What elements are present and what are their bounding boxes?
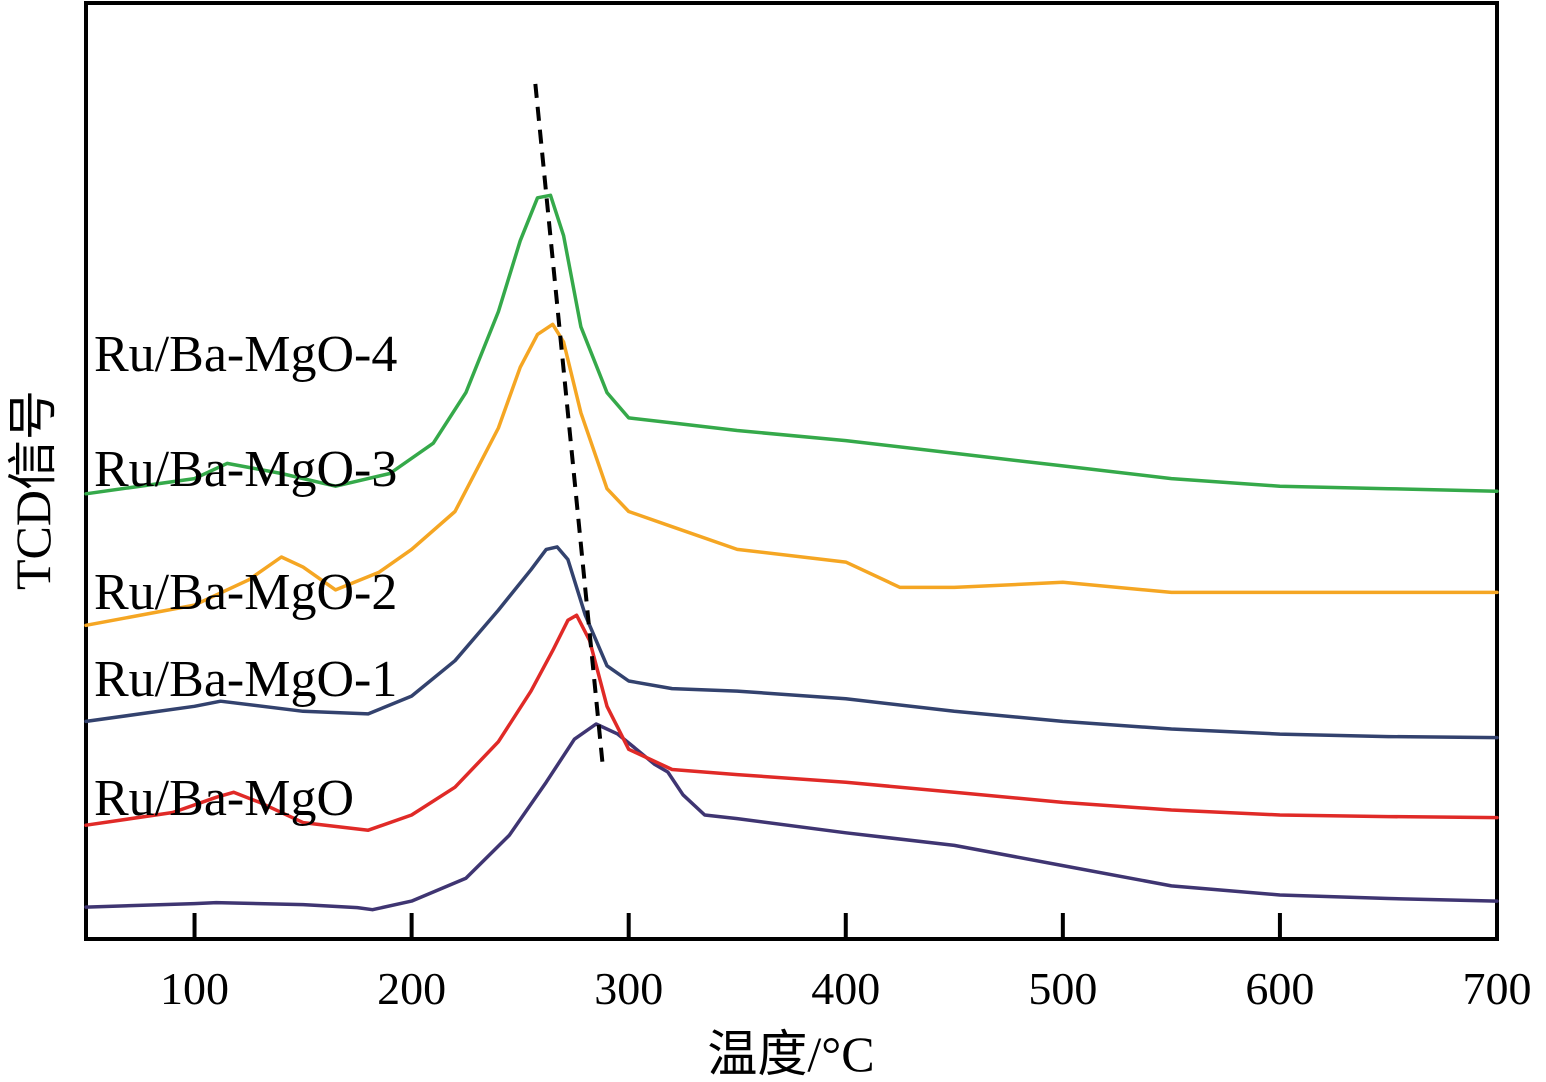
series-line-ru-ba-mgo-1 bbox=[84, 613, 1499, 832]
x-tick-label: 100 bbox=[160, 963, 229, 1014]
x-tick-label: 500 bbox=[1028, 963, 1097, 1014]
series-line-ru-ba-mgo-4 bbox=[84, 193, 1499, 496]
x-tick-label: 600 bbox=[1245, 963, 1314, 1014]
series-line-ru-ba-mgo-3 bbox=[84, 322, 1499, 628]
series-label-ru-ba-mgo-1: Ru/Ba-MgO-1 bbox=[94, 651, 397, 708]
series-label-ru-ba-mgo-3: Ru/Ba-MgO-3 bbox=[94, 441, 397, 498]
y-axis-title: TCD信号 bbox=[5, 390, 61, 590]
plot-frame bbox=[84, 1, 1499, 941]
series-label-ru-ba-mgo-4: Ru/Ba-MgO-4 bbox=[94, 326, 397, 383]
series-line-ru-ba-mgo-2 bbox=[84, 545, 1499, 740]
x-tick-label: 400 bbox=[811, 963, 880, 1014]
x-axis-ticks: 100 200 300 400 500 600 700 bbox=[160, 913, 1532, 1014]
series-lines bbox=[84, 193, 1499, 912]
series-label-ru-ba-mgo: Ru/Ba-MgO bbox=[94, 770, 354, 827]
x-tick-label: 200 bbox=[377, 963, 446, 1014]
x-tick-label: 300 bbox=[594, 963, 663, 1014]
series-labels: Ru/Ba-MgO Ru/Ba-MgO-1 Ru/Ba-MgO-2 Ru/Ba-MgO… bbox=[94, 326, 397, 827]
x-tick-label: 700 bbox=[1463, 963, 1532, 1014]
series-label-ru-ba-mgo-2: Ru/Ba-MgO-2 bbox=[94, 564, 397, 621]
x-axis-title: 温度/°C bbox=[707, 1026, 874, 1082]
series-line-ru-ba-mgo bbox=[84, 722, 1499, 912]
